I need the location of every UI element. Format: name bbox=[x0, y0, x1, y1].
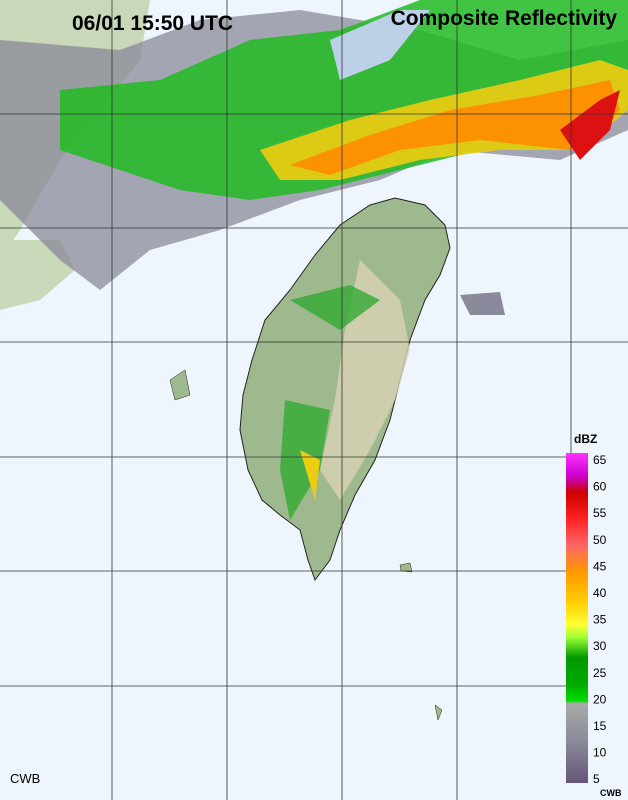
islands bbox=[169, 369, 443, 721]
legend-unit: dBZ bbox=[574, 432, 597, 446]
echo-taiwan-strong bbox=[300, 450, 320, 500]
legend-tick-label: 15 bbox=[593, 719, 607, 733]
legend-tick-label: 65 bbox=[593, 453, 607, 467]
echo-east bbox=[460, 292, 505, 315]
legend-tick-label: 20 bbox=[593, 692, 607, 706]
echo-red bbox=[560, 90, 620, 160]
legend-tick-label: 10 bbox=[593, 746, 607, 760]
legend-tick-label: 25 bbox=[593, 666, 607, 680]
legend-tick-label: 30 bbox=[593, 639, 607, 653]
legend-ticks: 65 60 55 50 45 40 35 30 25 20 15 10 5 bbox=[593, 453, 607, 786]
mountains bbox=[320, 260, 410, 500]
legend-tick-label: 5 bbox=[593, 772, 600, 786]
product-title: Composite Reflectivity bbox=[391, 7, 618, 30]
legend-tick-label: 55 bbox=[593, 506, 607, 520]
legend-tick-label: 40 bbox=[593, 586, 607, 600]
legend-source: CWB bbox=[600, 788, 622, 798]
source-label: CWB bbox=[10, 771, 40, 786]
color-scale bbox=[566, 453, 588, 783]
legend-tick-label: 60 bbox=[593, 480, 607, 494]
echo-orange bbox=[290, 80, 620, 175]
clear-gap bbox=[330, 10, 430, 80]
legend-tick-label: 50 bbox=[593, 533, 607, 547]
legend-tick-label: 35 bbox=[593, 613, 607, 627]
legend-tick-label: 45 bbox=[593, 559, 607, 573]
mainland-coast bbox=[0, 240, 75, 310]
timestamp: 06/01 15:50 UTC bbox=[72, 12, 233, 35]
